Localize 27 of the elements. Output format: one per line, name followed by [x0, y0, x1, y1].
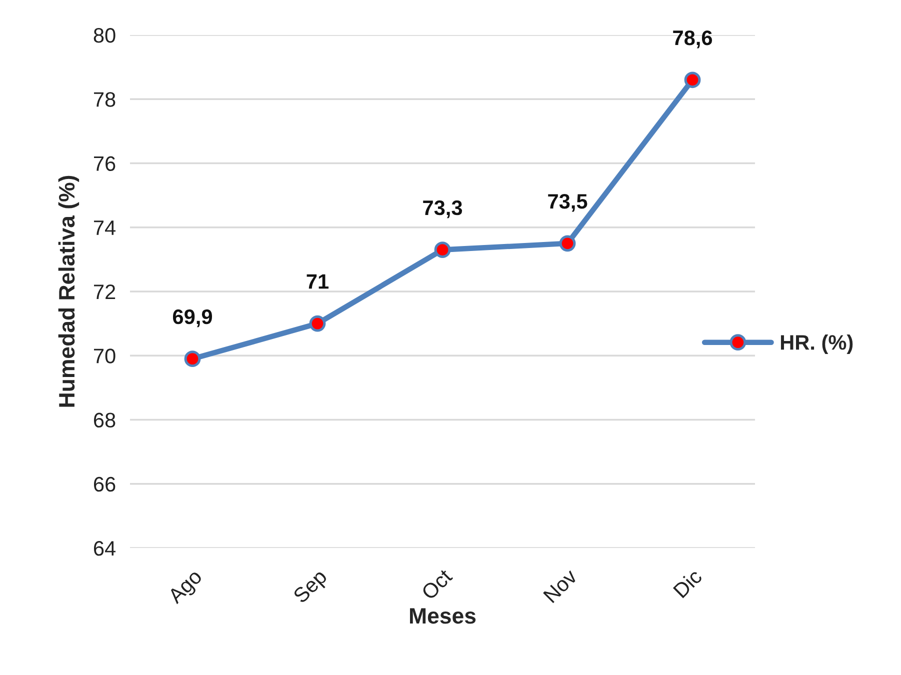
y-tick-label: 78 [94, 92, 116, 107]
x-tick-label: Nov [543, 568, 578, 604]
data-label: 73,5 [548, 194, 588, 212]
y-tick-label: 80 [94, 28, 116, 43]
point [559, 235, 576, 252]
point [434, 242, 451, 258]
x-axis-title: Meses [410, 608, 476, 624]
data-label: 71 [306, 274, 329, 289]
x-tick-label: Dic [672, 568, 703, 598]
y-tick-label: 66 [94, 476, 116, 492]
point [184, 350, 201, 368]
y-tick-label: 64 [94, 541, 116, 556]
x-tick-label: Oct [420, 568, 454, 600]
x-tick-label: Sep [292, 568, 331, 607]
point [309, 315, 326, 332]
y-tick-label: 76 [94, 156, 116, 172]
data-label: 78,6 [673, 30, 712, 48]
y-tick-label: 72 [94, 284, 116, 300]
point [684, 72, 701, 88]
legend-label: HR. (%) [780, 334, 853, 354]
data-label: 73,3 [423, 200, 462, 218]
y-tick-label: 70 [94, 348, 116, 364]
data-label: 69,9 [172, 309, 212, 328]
y-axis-title: Humedad Relativa (%) [58, 176, 80, 407]
y-tick-label: 68 [94, 412, 116, 428]
x-tick-label: Ago [166, 568, 206, 608]
y-tick-label: 74 [94, 220, 116, 235]
